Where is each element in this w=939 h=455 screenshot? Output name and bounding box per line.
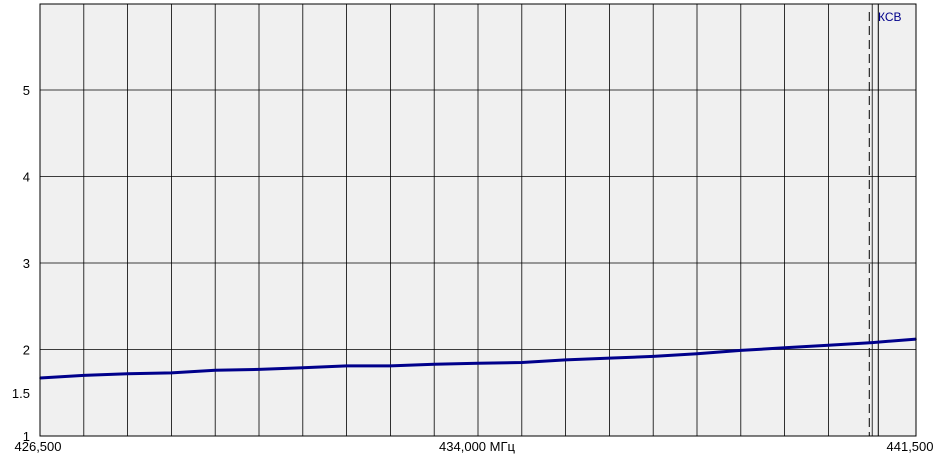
y-tick-label: 1.5 bbox=[12, 386, 30, 401]
series-point bbox=[126, 372, 129, 375]
series-point bbox=[827, 344, 830, 347]
series-group bbox=[39, 337, 917, 380]
series-point bbox=[83, 374, 85, 377]
frequency-marker[interactable] bbox=[868, 4, 879, 436]
series-point bbox=[740, 349, 742, 352]
series-point bbox=[389, 365, 392, 367]
series-point bbox=[871, 341, 873, 344]
y-tick-label: 5 bbox=[23, 83, 30, 98]
y-tick-label: 2 bbox=[23, 343, 30, 358]
series-point bbox=[564, 359, 567, 361]
y-tick-label: 3 bbox=[23, 256, 30, 271]
series-point bbox=[477, 362, 479, 365]
y-axis-tick-labels: 5 4 3 2 1.5 1 bbox=[12, 83, 30, 444]
series-point bbox=[652, 355, 654, 358]
series-point bbox=[345, 365, 348, 367]
x-tick-label-right: 441,500 bbox=[887, 439, 934, 454]
series-point bbox=[433, 363, 436, 366]
x-tick-label-center: 434,000 МГц bbox=[439, 439, 515, 454]
series-point bbox=[521, 361, 523, 364]
series-point bbox=[170, 372, 173, 374]
series-point bbox=[783, 347, 786, 349]
x-tick-label-left: 426,500 bbox=[15, 439, 62, 454]
series-point bbox=[302, 366, 304, 369]
y-tick-label: 4 bbox=[23, 170, 30, 185]
series-point bbox=[258, 368, 260, 371]
series-label-vswr: КСВ bbox=[878, 10, 902, 24]
series-point bbox=[608, 357, 611, 359]
y-tick-label: 1 bbox=[23, 429, 30, 444]
series-point bbox=[214, 369, 216, 372]
horizontal-grid bbox=[40, 89, 916, 350]
plot-frame bbox=[39, 3, 917, 437]
series-point bbox=[696, 353, 698, 355]
